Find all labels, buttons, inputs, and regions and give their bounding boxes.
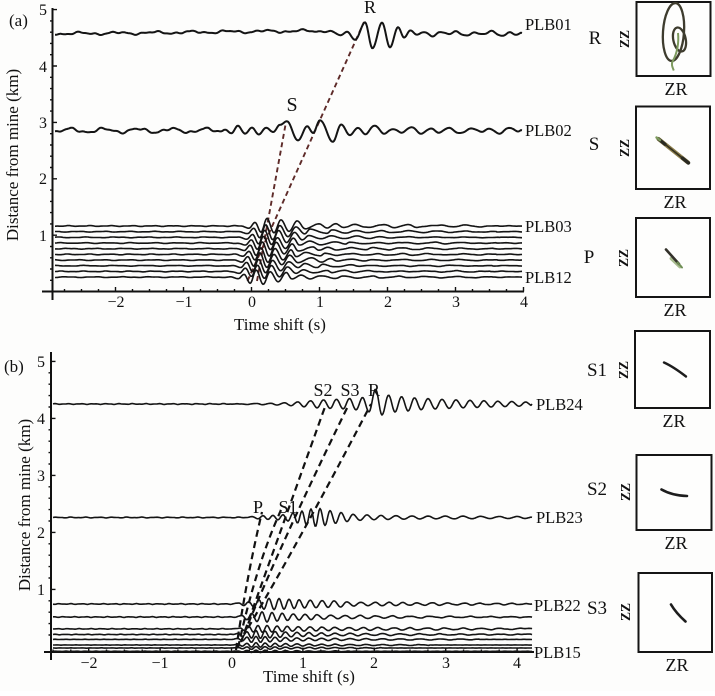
svg-text:3: 3 — [442, 655, 450, 672]
svg-text:5: 5 — [39, 2, 47, 19]
svg-text:5: 5 — [37, 354, 45, 371]
svg-text:ZR: ZR — [662, 411, 685, 431]
svg-text:0: 0 — [248, 294, 256, 311]
svg-text:ZR: ZR — [664, 533, 687, 553]
svg-text:S: S — [286, 94, 297, 116]
svg-text:ZZ: ZZ — [617, 30, 632, 48]
svg-text:3: 3 — [39, 115, 47, 132]
svg-text:2: 2 — [37, 525, 45, 542]
svg-text:S1: S1 — [278, 497, 297, 517]
svg-text:PLB12: PLB12 — [525, 268, 572, 287]
svg-text:PLB22: PLB22 — [534, 596, 581, 615]
svg-text:ZZ: ZZ — [616, 249, 631, 267]
svg-text:P: P — [584, 247, 595, 268]
svg-text:R: R — [589, 28, 602, 49]
svg-text:Distance from mine (km): Distance from mine (km) — [3, 69, 22, 241]
svg-text:S3: S3 — [340, 380, 359, 400]
svg-text:R: R — [368, 380, 380, 400]
svg-text:1: 1 — [299, 655, 307, 672]
svg-text:3: 3 — [37, 468, 45, 485]
svg-text:ZZ: ZZ — [618, 483, 633, 501]
svg-text:S3: S3 — [587, 598, 607, 619]
svg-text:PLB24: PLB24 — [536, 395, 583, 414]
svg-text:PLB23: PLB23 — [536, 508, 583, 527]
svg-text:Distance from mine (km): Distance from mine (km) — [15, 419, 34, 591]
svg-text:1: 1 — [37, 582, 45, 599]
svg-text:ZR: ZR — [664, 79, 687, 99]
svg-text:S1: S1 — [587, 360, 607, 381]
svg-text:(a): (a) — [9, 11, 28, 30]
svg-text:3: 3 — [452, 294, 460, 311]
svg-text:ZR: ZR — [663, 192, 686, 212]
svg-text:ZR: ZR — [663, 300, 686, 320]
svg-text:Time shift (s): Time shift (s) — [263, 667, 355, 686]
svg-text:S2: S2 — [587, 479, 607, 500]
svg-text:2: 2 — [384, 294, 392, 311]
svg-text:S2: S2 — [313, 380, 332, 400]
svg-text:PLB15: PLB15 — [534, 643, 581, 662]
svg-text:2: 2 — [39, 171, 47, 188]
svg-text:4: 4 — [513, 655, 521, 672]
svg-text:1: 1 — [39, 228, 47, 245]
svg-text:PLB03: PLB03 — [525, 217, 572, 236]
svg-text:ZZ: ZZ — [618, 603, 633, 621]
svg-text:−1: −1 — [151, 655, 168, 672]
svg-text:(b): (b) — [4, 357, 24, 376]
svg-text:4: 4 — [37, 411, 45, 428]
svg-text:Time shift (s): Time shift (s) — [234, 315, 326, 334]
svg-text:4: 4 — [39, 59, 47, 76]
svg-text:2: 2 — [370, 655, 378, 672]
svg-text:P: P — [253, 497, 263, 517]
svg-text:−1: −1 — [175, 294, 192, 311]
svg-text:4: 4 — [520, 294, 528, 311]
svg-text:ZR: ZR — [665, 655, 688, 675]
svg-text:PLB02: PLB02 — [525, 121, 572, 140]
svg-text:ZZ: ZZ — [617, 139, 632, 157]
svg-text:ZZ: ZZ — [616, 361, 631, 379]
svg-text:PLB01: PLB01 — [525, 15, 572, 34]
svg-text:1: 1 — [316, 294, 324, 311]
svg-text:−2: −2 — [80, 655, 97, 672]
svg-text:−2: −2 — [107, 294, 124, 311]
svg-text:S: S — [589, 134, 600, 155]
svg-text:R: R — [364, 0, 376, 17]
svg-text:0: 0 — [228, 655, 236, 672]
